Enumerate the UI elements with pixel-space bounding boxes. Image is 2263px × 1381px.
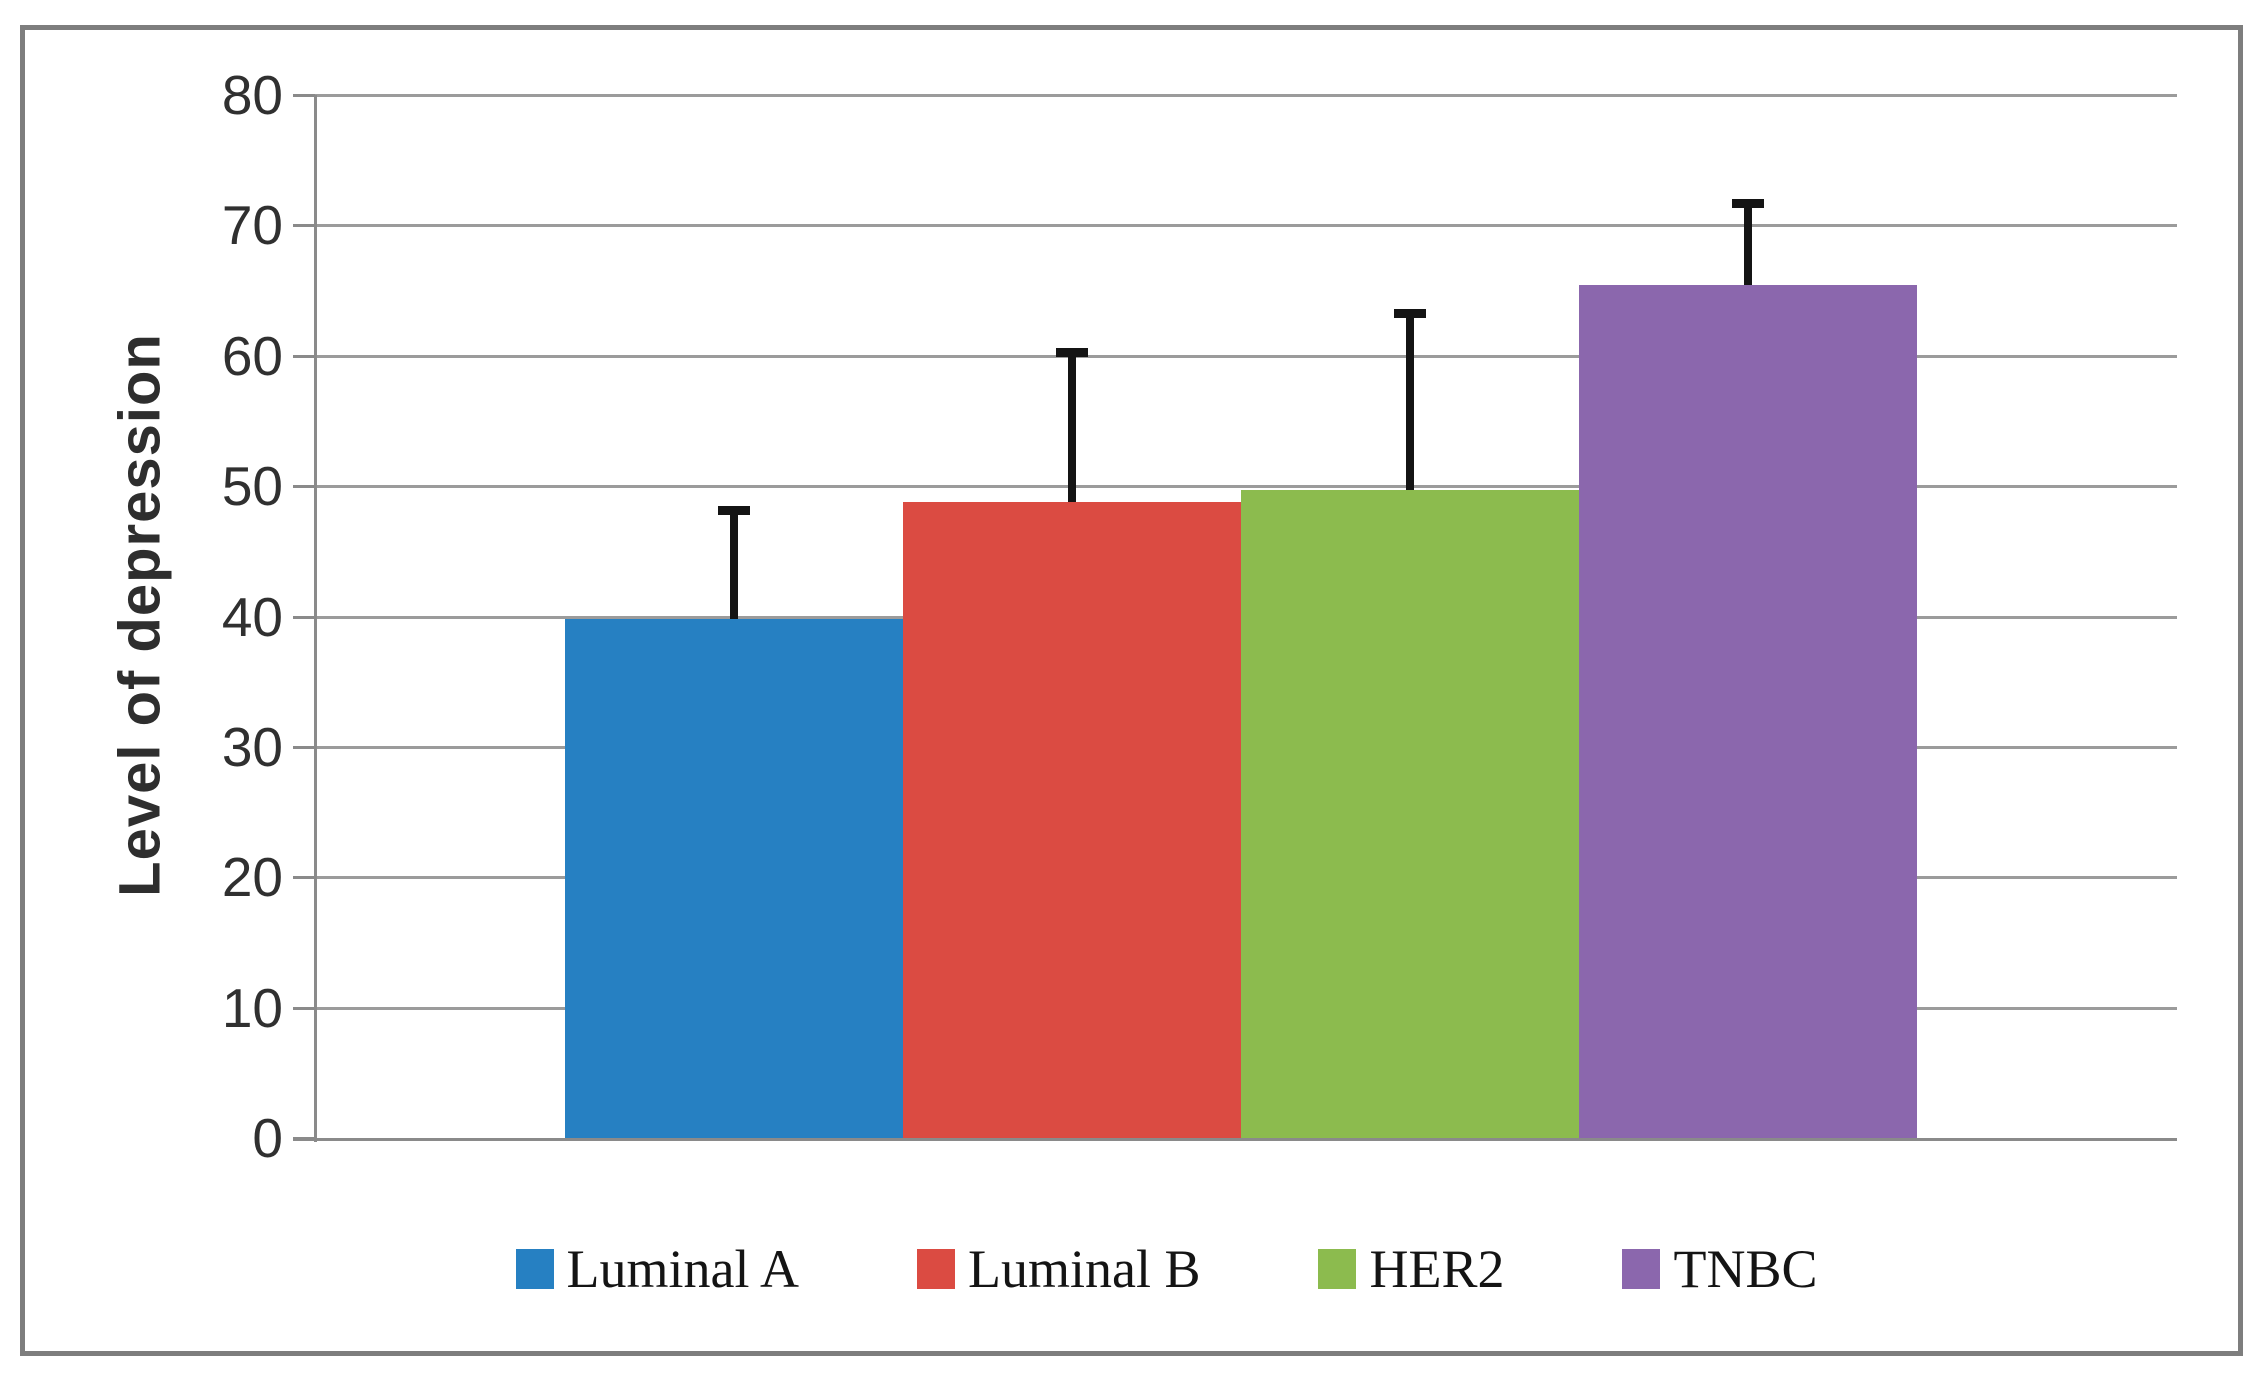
y-tick-mark-10: [293, 1006, 315, 1010]
error-bar-stem: [730, 505, 738, 620]
legend-swatch-luminal-b: [916, 1249, 955, 1289]
y-tick-label-50: 50: [221, 455, 283, 518]
error-bar-tnbc: [1732, 199, 1764, 286]
legend-item-luminal-a: Luminal A: [515, 1238, 799, 1300]
error-bar-luminal-b: [1056, 347, 1088, 502]
bar-tnbc: [1579, 95, 1917, 1138]
y-axis-line: [314, 95, 317, 1142]
y-tick-mark-20: [293, 876, 315, 880]
legend-label-luminal-a: Luminal A: [566, 1239, 799, 1299]
bars-row: [565, 95, 1917, 1138]
legend-item-tnbc: TNBC: [1622, 1238, 1818, 1300]
y-tick-label-70: 70: [221, 194, 283, 257]
y-tick-label-20: 20: [221, 846, 283, 909]
y-tick-mark-40: [293, 615, 315, 619]
bar-fill-luminal-b: [903, 501, 1241, 1138]
legend-swatch-luminal-a: [515, 1249, 554, 1289]
legend-swatch-her2: [1318, 1249, 1357, 1289]
bar-fill-tnbc: [1579, 285, 1917, 1138]
gridline-80: [315, 94, 2177, 97]
error-bar-her2: [1394, 308, 1426, 491]
plot-area: 0 10 20 30 40 50 60 70 80: [222, 66, 2177, 1167]
y-tick-mark-50: [293, 485, 315, 489]
gridline-50: [315, 485, 2177, 489]
y-tick-label-40: 40: [221, 585, 283, 648]
error-bar-cap: [1732, 199, 1764, 209]
error-bar-cap: [1056, 347, 1088, 357]
legend-swatch-tnbc: [1622, 1249, 1661, 1289]
y-tick-label-30: 30: [221, 715, 283, 778]
error-bar-stem: [1744, 199, 1752, 286]
error-bar-stem: [1068, 347, 1076, 502]
bar-her2: [1241, 95, 1579, 1138]
x-axis-line: [293, 1138, 2177, 1141]
gridline-70: [315, 224, 2177, 228]
y-tick-label-10: 10: [221, 976, 283, 1039]
y-tick-label-0: 0: [252, 1107, 283, 1169]
error-bar-luminal-a: [718, 505, 750, 620]
error-bar-cap: [1394, 308, 1426, 318]
legend: Luminal A Luminal B HER2 TNBC: [0, 1238, 2263, 1300]
legend-label-tnbc: TNBC: [1673, 1239, 1818, 1299]
bar-luminal-b: [903, 95, 1241, 1138]
y-tick-label-80: 80: [221, 64, 283, 126]
error-bar-stem: [1406, 308, 1414, 491]
y-tick-label-60: 60: [221, 324, 283, 387]
legend-item-luminal-b: Luminal B: [916, 1238, 1201, 1300]
y-tick-mark-60: [293, 354, 315, 358]
gridline-60: [315, 354, 2177, 358]
error-bar-cap: [718, 505, 750, 515]
legend-label-luminal-b: Luminal B: [967, 1239, 1201, 1299]
bar-fill-luminal-a: [565, 619, 903, 1138]
legend-item-her2: HER2: [1318, 1238, 1504, 1300]
bar-luminal-a: [565, 95, 903, 1138]
y-tick-mark-80: [293, 94, 315, 97]
y-tick-mark-30: [293, 745, 315, 749]
legend-label-her2: HER2: [1369, 1239, 1505, 1299]
bar-fill-her2: [1241, 490, 1579, 1138]
y-tick-mark-70: [293, 224, 315, 228]
